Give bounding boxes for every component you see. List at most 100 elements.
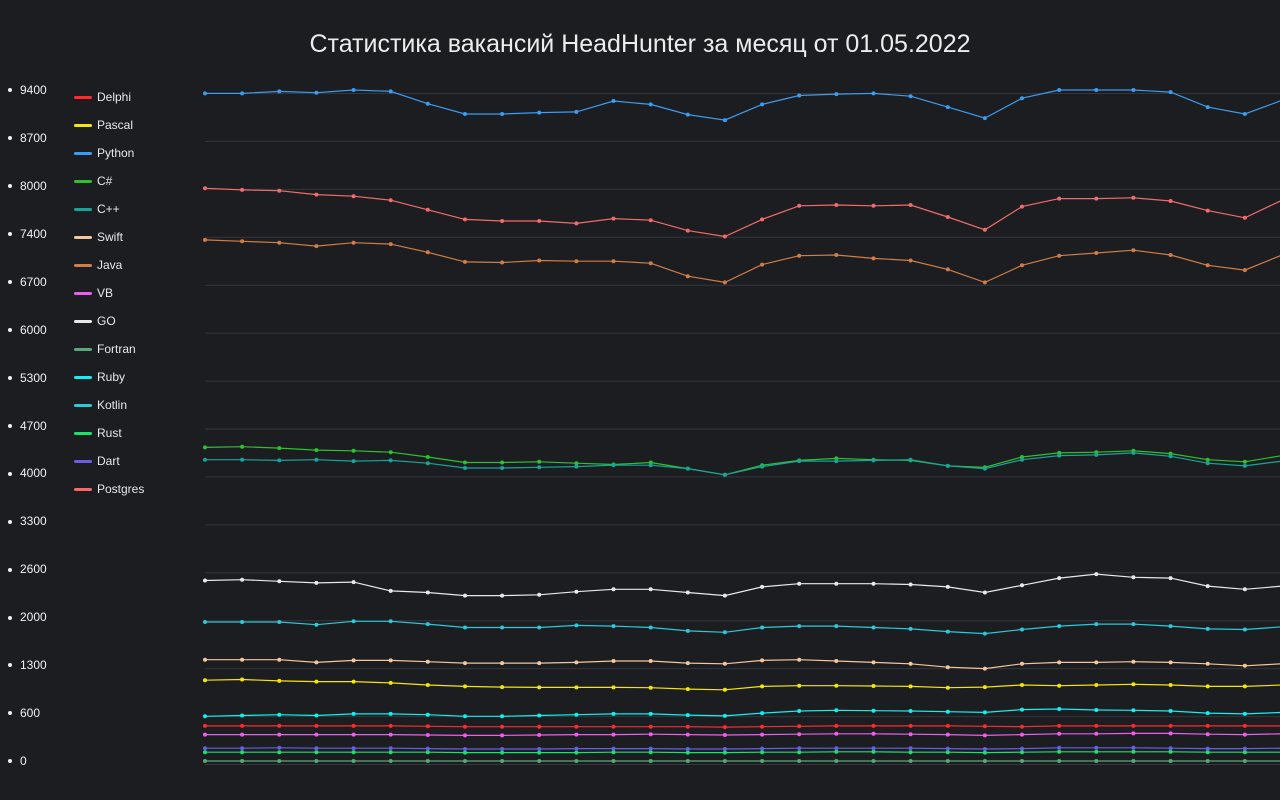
data-point-java[interactable] bbox=[537, 258, 542, 263]
data-point-kotlin[interactable] bbox=[1242, 627, 1247, 632]
data-point-c-[interactable] bbox=[500, 466, 505, 470]
data-point-java[interactable] bbox=[463, 259, 467, 264]
data-point-swift[interactable] bbox=[648, 659, 653, 663]
data-point-swift[interactable] bbox=[722, 661, 727, 666]
data-point-rust[interactable] bbox=[648, 750, 653, 755]
data-point-python[interactable] bbox=[871, 91, 876, 96]
data-point-go[interactable] bbox=[797, 581, 802, 586]
data-point-c-[interactable] bbox=[945, 463, 950, 468]
data-point-ruby[interactable] bbox=[463, 714, 467, 719]
data-point-java[interactable] bbox=[388, 242, 393, 247]
legend-item-c-[interactable]: C++ bbox=[74, 202, 194, 230]
data-point-delphi[interactable] bbox=[1242, 723, 1247, 728]
data-point-python[interactable] bbox=[351, 88, 356, 92]
data-point-pascal[interactable] bbox=[463, 684, 467, 689]
data-point-go[interactable] bbox=[425, 590, 430, 595]
data-point-dart[interactable] bbox=[574, 746, 579, 751]
data-point-delphi[interactable] bbox=[611, 724, 616, 729]
data-point-swift[interactable] bbox=[834, 659, 839, 663]
data-point-swift[interactable] bbox=[203, 657, 207, 662]
data-point-postgres[interactable] bbox=[760, 217, 765, 222]
data-point-delphi[interactable] bbox=[908, 723, 913, 728]
data-point-python[interactable] bbox=[982, 116, 987, 121]
data-point-rust[interactable] bbox=[722, 750, 727, 755]
data-point-go[interactable] bbox=[834, 581, 839, 586]
data-point-java[interactable] bbox=[797, 253, 802, 258]
data-point-vb[interactable] bbox=[1094, 731, 1099, 736]
data-point-postgres[interactable] bbox=[1242, 215, 1247, 220]
data-point-postgres[interactable] bbox=[425, 207, 430, 212]
data-point-dart[interactable] bbox=[537, 747, 542, 751]
data-point-ruby[interactable] bbox=[797, 709, 802, 713]
data-point-java[interactable] bbox=[351, 240, 356, 245]
data-point-go[interactable] bbox=[277, 579, 282, 584]
data-point-ruby[interactable] bbox=[648, 711, 653, 716]
data-point-python[interactable] bbox=[1020, 96, 1024, 101]
data-point-rust[interactable] bbox=[1242, 750, 1247, 755]
data-point-postgres[interactable] bbox=[1168, 199, 1173, 203]
data-point-dart[interactable] bbox=[500, 747, 505, 751]
data-point-python[interactable] bbox=[1168, 90, 1173, 95]
data-point-rust[interactable] bbox=[1020, 750, 1024, 755]
data-point-java[interactable] bbox=[1020, 263, 1024, 268]
data-point-go[interactable] bbox=[722, 593, 727, 598]
data-point-pascal[interactable] bbox=[240, 677, 245, 682]
legend-item-dart[interactable]: Dart bbox=[74, 454, 194, 482]
data-point-java[interactable] bbox=[203, 237, 207, 242]
data-point-c-[interactable] bbox=[463, 466, 467, 470]
data-point-fortran[interactable] bbox=[722, 759, 727, 763]
data-point-postgres[interactable] bbox=[945, 215, 950, 219]
data-point-ruby[interactable] bbox=[1131, 708, 1136, 713]
data-point-c-[interactable] bbox=[1205, 457, 1210, 462]
data-point-java[interactable] bbox=[685, 274, 690, 279]
legend-item-go[interactable]: GO bbox=[74, 314, 194, 342]
data-point-python[interactable] bbox=[1057, 88, 1062, 92]
data-point-vb[interactable] bbox=[425, 733, 430, 737]
data-point-postgres[interactable] bbox=[871, 203, 876, 208]
data-point-python[interactable] bbox=[1131, 88, 1136, 92]
data-point-vb[interactable] bbox=[240, 732, 245, 737]
data-point-vb[interactable] bbox=[1168, 731, 1173, 736]
data-point-python[interactable] bbox=[760, 102, 765, 107]
legend-item-c-[interactable]: C# bbox=[74, 174, 194, 202]
data-point-rust[interactable] bbox=[982, 750, 987, 755]
data-point-go[interactable] bbox=[1094, 572, 1099, 577]
data-point-pascal[interactable] bbox=[834, 683, 839, 688]
data-point-dart[interactable] bbox=[388, 746, 393, 751]
data-point-c-[interactable] bbox=[760, 464, 765, 469]
data-point-vb[interactable] bbox=[203, 732, 207, 737]
data-point-rust[interactable] bbox=[834, 749, 839, 754]
data-point-java[interactable] bbox=[425, 250, 430, 255]
data-point-go[interactable] bbox=[388, 588, 393, 593]
data-point-pascal[interactable] bbox=[1020, 683, 1024, 687]
data-point-ruby[interactable] bbox=[871, 708, 876, 713]
data-point-swift[interactable] bbox=[388, 658, 393, 663]
data-point-rust[interactable] bbox=[1168, 749, 1173, 754]
data-point-fortran[interactable] bbox=[871, 759, 876, 763]
data-point-vb[interactable] bbox=[463, 733, 467, 738]
legend-item-delphi[interactable]: Delphi bbox=[74, 90, 194, 118]
data-point-pascal[interactable] bbox=[1242, 684, 1247, 689]
data-point-python[interactable] bbox=[203, 91, 207, 96]
data-point-c-[interactable] bbox=[1242, 459, 1247, 464]
data-point-kotlin[interactable] bbox=[500, 625, 505, 630]
data-point-dart[interactable] bbox=[1057, 745, 1062, 750]
data-point-vb[interactable] bbox=[945, 732, 950, 737]
data-point-ruby[interactable] bbox=[203, 714, 207, 719]
data-point-ruby[interactable] bbox=[945, 709, 950, 714]
data-point-postgres[interactable] bbox=[351, 194, 356, 199]
data-point-delphi[interactable] bbox=[1205, 723, 1210, 728]
data-point-go[interactable] bbox=[240, 577, 245, 582]
data-point-c-[interactable] bbox=[1205, 461, 1210, 466]
data-point-dart[interactable] bbox=[685, 747, 690, 751]
data-point-vb[interactable] bbox=[314, 732, 319, 737]
data-point-postgres[interactable] bbox=[1094, 196, 1099, 201]
data-point-go[interactable] bbox=[314, 580, 319, 585]
data-point-kotlin[interactable] bbox=[982, 631, 987, 636]
data-point-java[interactable] bbox=[722, 280, 727, 285]
data-point-postgres[interactable] bbox=[463, 217, 467, 222]
data-point-ruby[interactable] bbox=[611, 711, 616, 716]
data-point-java[interactable] bbox=[760, 262, 765, 267]
data-point-ruby[interactable] bbox=[1094, 708, 1099, 712]
data-point-postgres[interactable] bbox=[1131, 195, 1136, 200]
